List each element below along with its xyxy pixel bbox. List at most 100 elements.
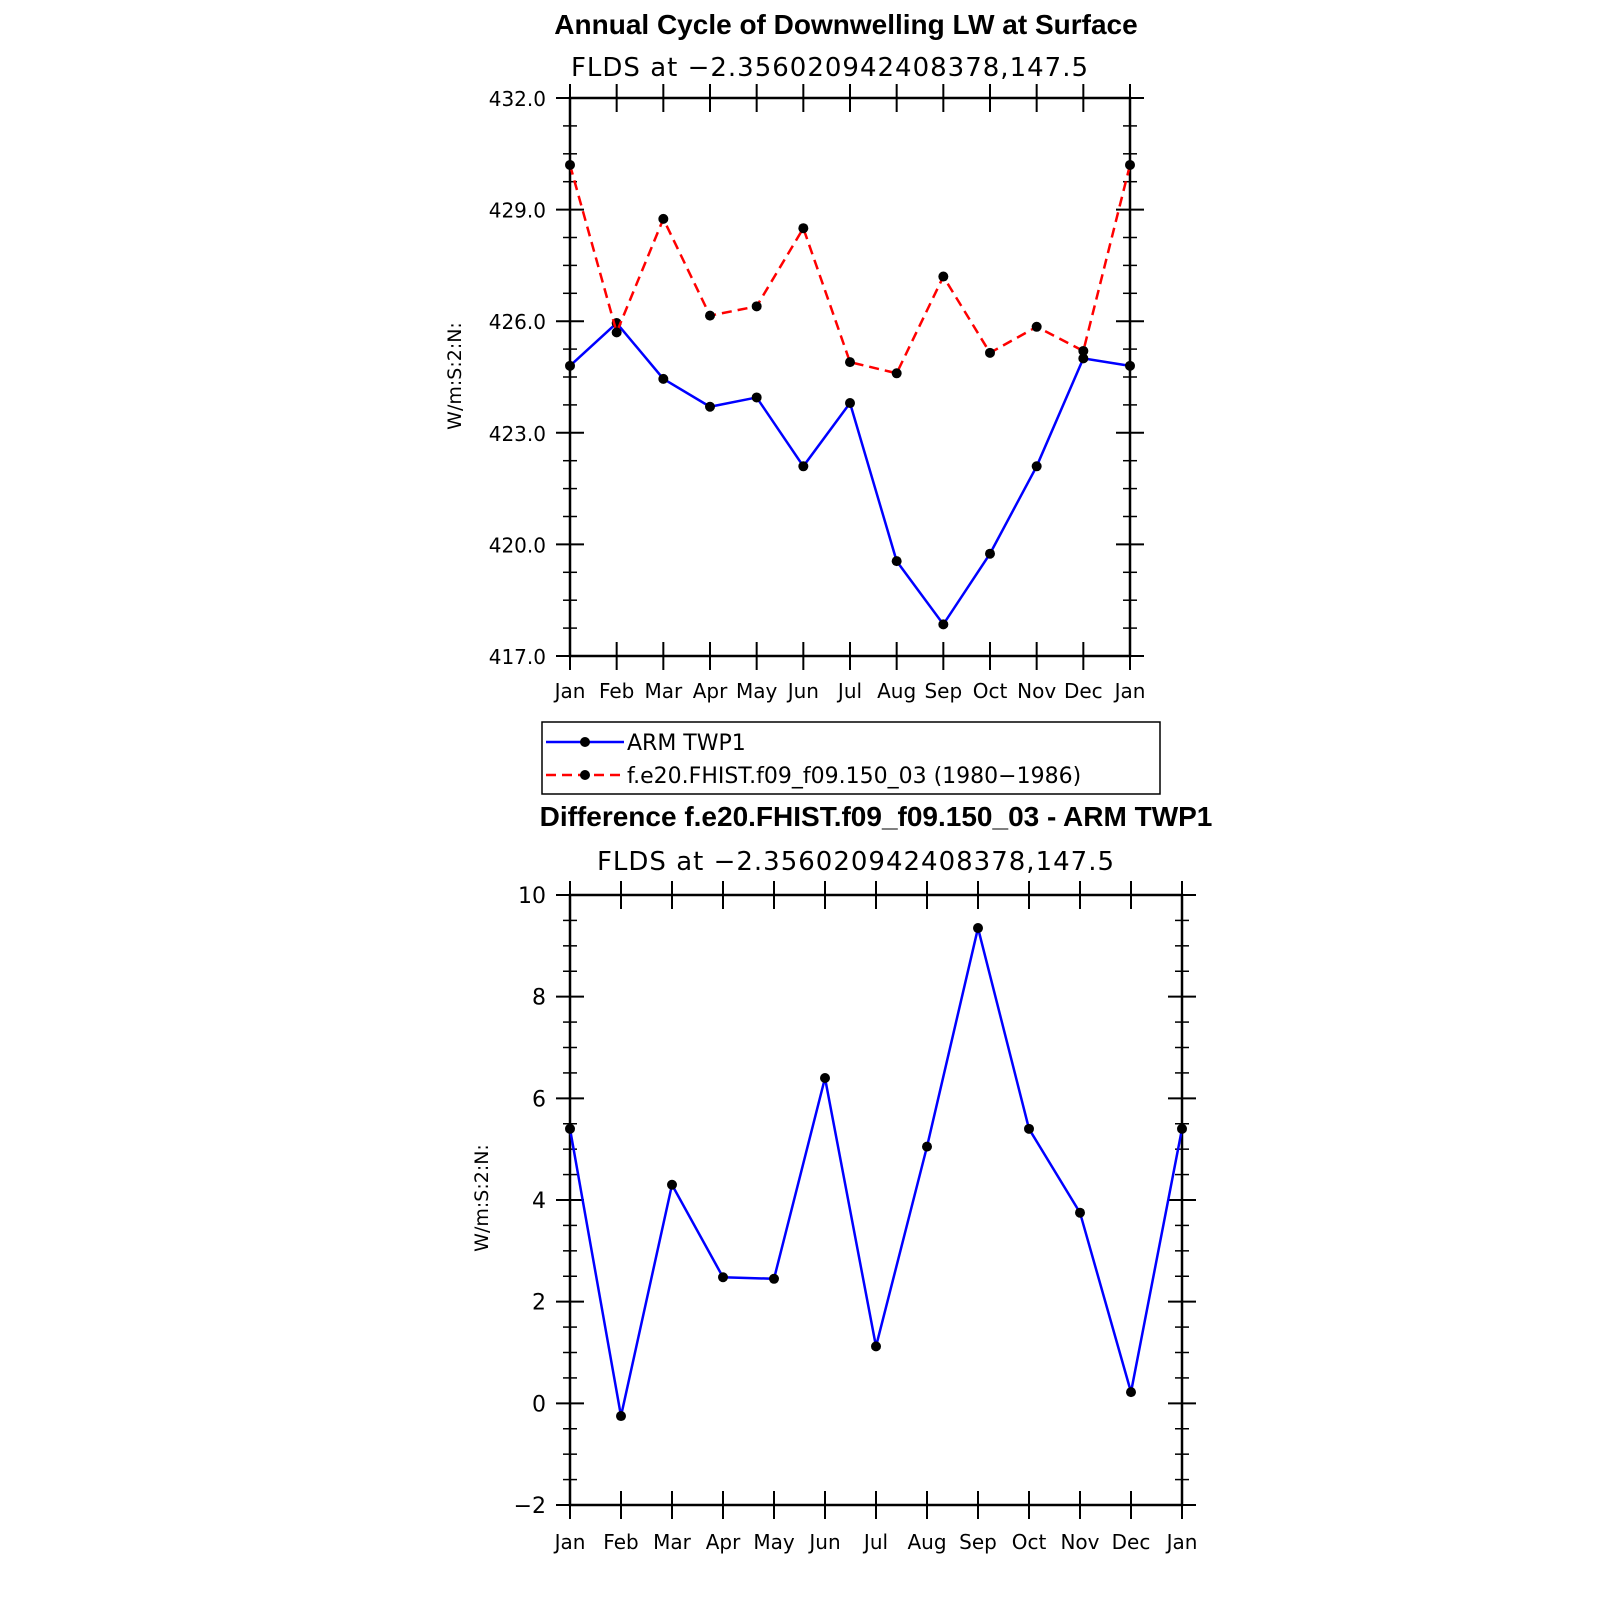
y-tick-label: 6 [532,1087,546,1112]
x-tick-label: May [753,1530,795,1554]
chart-title: Difference f.e20.FHIST.f09_f09.150_03 - … [540,801,1213,832]
y-axis-label: W/m:S:2:N: [444,322,466,430]
data-point [611,327,622,338]
data-point [798,223,809,234]
data-point [565,360,575,371]
x-tick-label: Apr [693,679,728,703]
legend-marker-model [580,770,590,780]
y-axis-label: W/m:S:2:N: [471,1144,493,1252]
difference-chart: Difference f.e20.FHIST.f09_f09.150_03 - … [471,801,1212,1554]
data-point [845,357,855,368]
data-point [985,548,995,559]
data-point [845,398,855,409]
legend-marker-arm [580,737,590,747]
x-tick-label: Sep [959,1530,997,1554]
annual-cycle-chart: Annual Cycle of Downwelling LW at Surfac… [444,9,1161,795]
plot-frame [568,96,1132,658]
data-point [565,1123,575,1134]
data-point [705,401,715,412]
x-tick-label: Oct [973,679,1008,703]
x-tick-label: Jul [862,1530,888,1554]
x-tick-label: Nov [1017,679,1056,703]
data-point [1031,461,1042,472]
data-point [1024,1123,1034,1134]
x-tick-label: Aug [907,1530,946,1554]
legend-label-arm: ARM TWP1 [627,731,746,756]
axis-ticks [556,84,1144,670]
y-tick-labels: 417.0 420.0 423.0 426.0 429.0 432.0 [489,87,546,669]
data-point [751,392,762,403]
x-tick-label: Dec [1112,1530,1151,1554]
data-point [1078,353,1089,364]
data-point [871,1341,881,1352]
x-tick-label: Apr [706,1530,741,1554]
data-point [1126,1387,1136,1398]
data-point [1177,1123,1187,1134]
x-tick-label: May [736,679,778,703]
y-tick-label: 420.0 [489,533,546,557]
data-point [938,271,949,282]
data-point [891,368,902,379]
data-point [1125,360,1135,371]
y-tick-label: 426.0 [489,310,546,334]
x-tick-label: Mar [653,1530,692,1554]
x-tick-label: Jun [786,679,819,703]
data-point [798,461,809,472]
series-line-0 [569,321,1131,627]
data-point [938,619,949,630]
chart-subtitle: FLDS at −2.356020942408378,147.5 [597,847,1115,877]
x-tick-label: Feb [599,679,634,703]
data-point [1078,345,1089,356]
x-tick-label: Jan [553,1530,586,1554]
y-tick-label: 423.0 [489,422,546,446]
data-point [658,213,669,224]
data-point [891,556,902,567]
data-point [820,1073,830,1083]
chart-subtitle: FLDS at −2.356020942408378,147.5 [571,53,1089,83]
series-group [565,923,1187,1422]
data-point [922,1141,932,1152]
y-tick-label: 417.0 [489,645,546,669]
y-tick-label: −2 [514,1494,546,1519]
data-point [705,310,715,321]
data-point [565,159,575,170]
x-tick-label: Jul [836,679,862,703]
legend-box [541,721,1161,795]
x-tick-label: Jan [1113,679,1146,703]
x-tick-label: Jan [1165,1530,1198,1554]
data-point [751,301,762,312]
data-point [667,1179,677,1190]
axis-ticks [556,881,1196,1519]
data-point [1125,159,1135,170]
x-tick-label: Jan [553,679,586,703]
y-tick-label: 8 [532,986,546,1011]
y-tick-label: 10 [518,884,546,909]
y-tick-labels: −2 0 2 4 6 8 10 [514,884,546,1519]
legend: ARM TWP1 f.e20.FHIST.f09_f09.150_03 (198… [541,721,1161,795]
x-tick-labels: Jan Feb Mar Apr May Jun Jul Aug Sep Oct Nov Dec Jan [553,679,1146,703]
x-tick-label: Aug [877,679,916,703]
data-point [1031,321,1042,332]
chart-title: Annual Cycle of Downwelling LW at Surfac… [554,9,1137,40]
x-tick-label: Sep [924,679,962,703]
y-tick-label: 2 [532,1291,546,1316]
series-group [565,159,1135,630]
data-point [769,1273,779,1284]
y-tick-label: 432.0 [489,87,546,111]
series-line-1 [568,164,1132,375]
y-tick-label: 0 [532,1392,546,1417]
x-tick-label: Feb [603,1530,638,1554]
legend-label-model: f.e20.FHIST.f09_f09.150_03 (1980−1986) [627,764,1081,789]
x-tick-label: Jun [807,1530,840,1554]
data-point [985,347,995,358]
data-point [718,1272,728,1283]
data-point [1075,1207,1085,1218]
y-tick-label: 4 [532,1189,546,1214]
plot-frame [568,893,1184,1507]
x-tick-label: Dec [1064,679,1103,703]
y-tick-label: 429.0 [489,199,546,223]
x-tick-label: Mar [644,679,683,703]
x-tick-labels: Jan Feb Mar Apr May Jun Jul Aug Sep Oct Nov Dec Jan [553,1530,1198,1554]
x-tick-label: Oct [1012,1530,1047,1554]
